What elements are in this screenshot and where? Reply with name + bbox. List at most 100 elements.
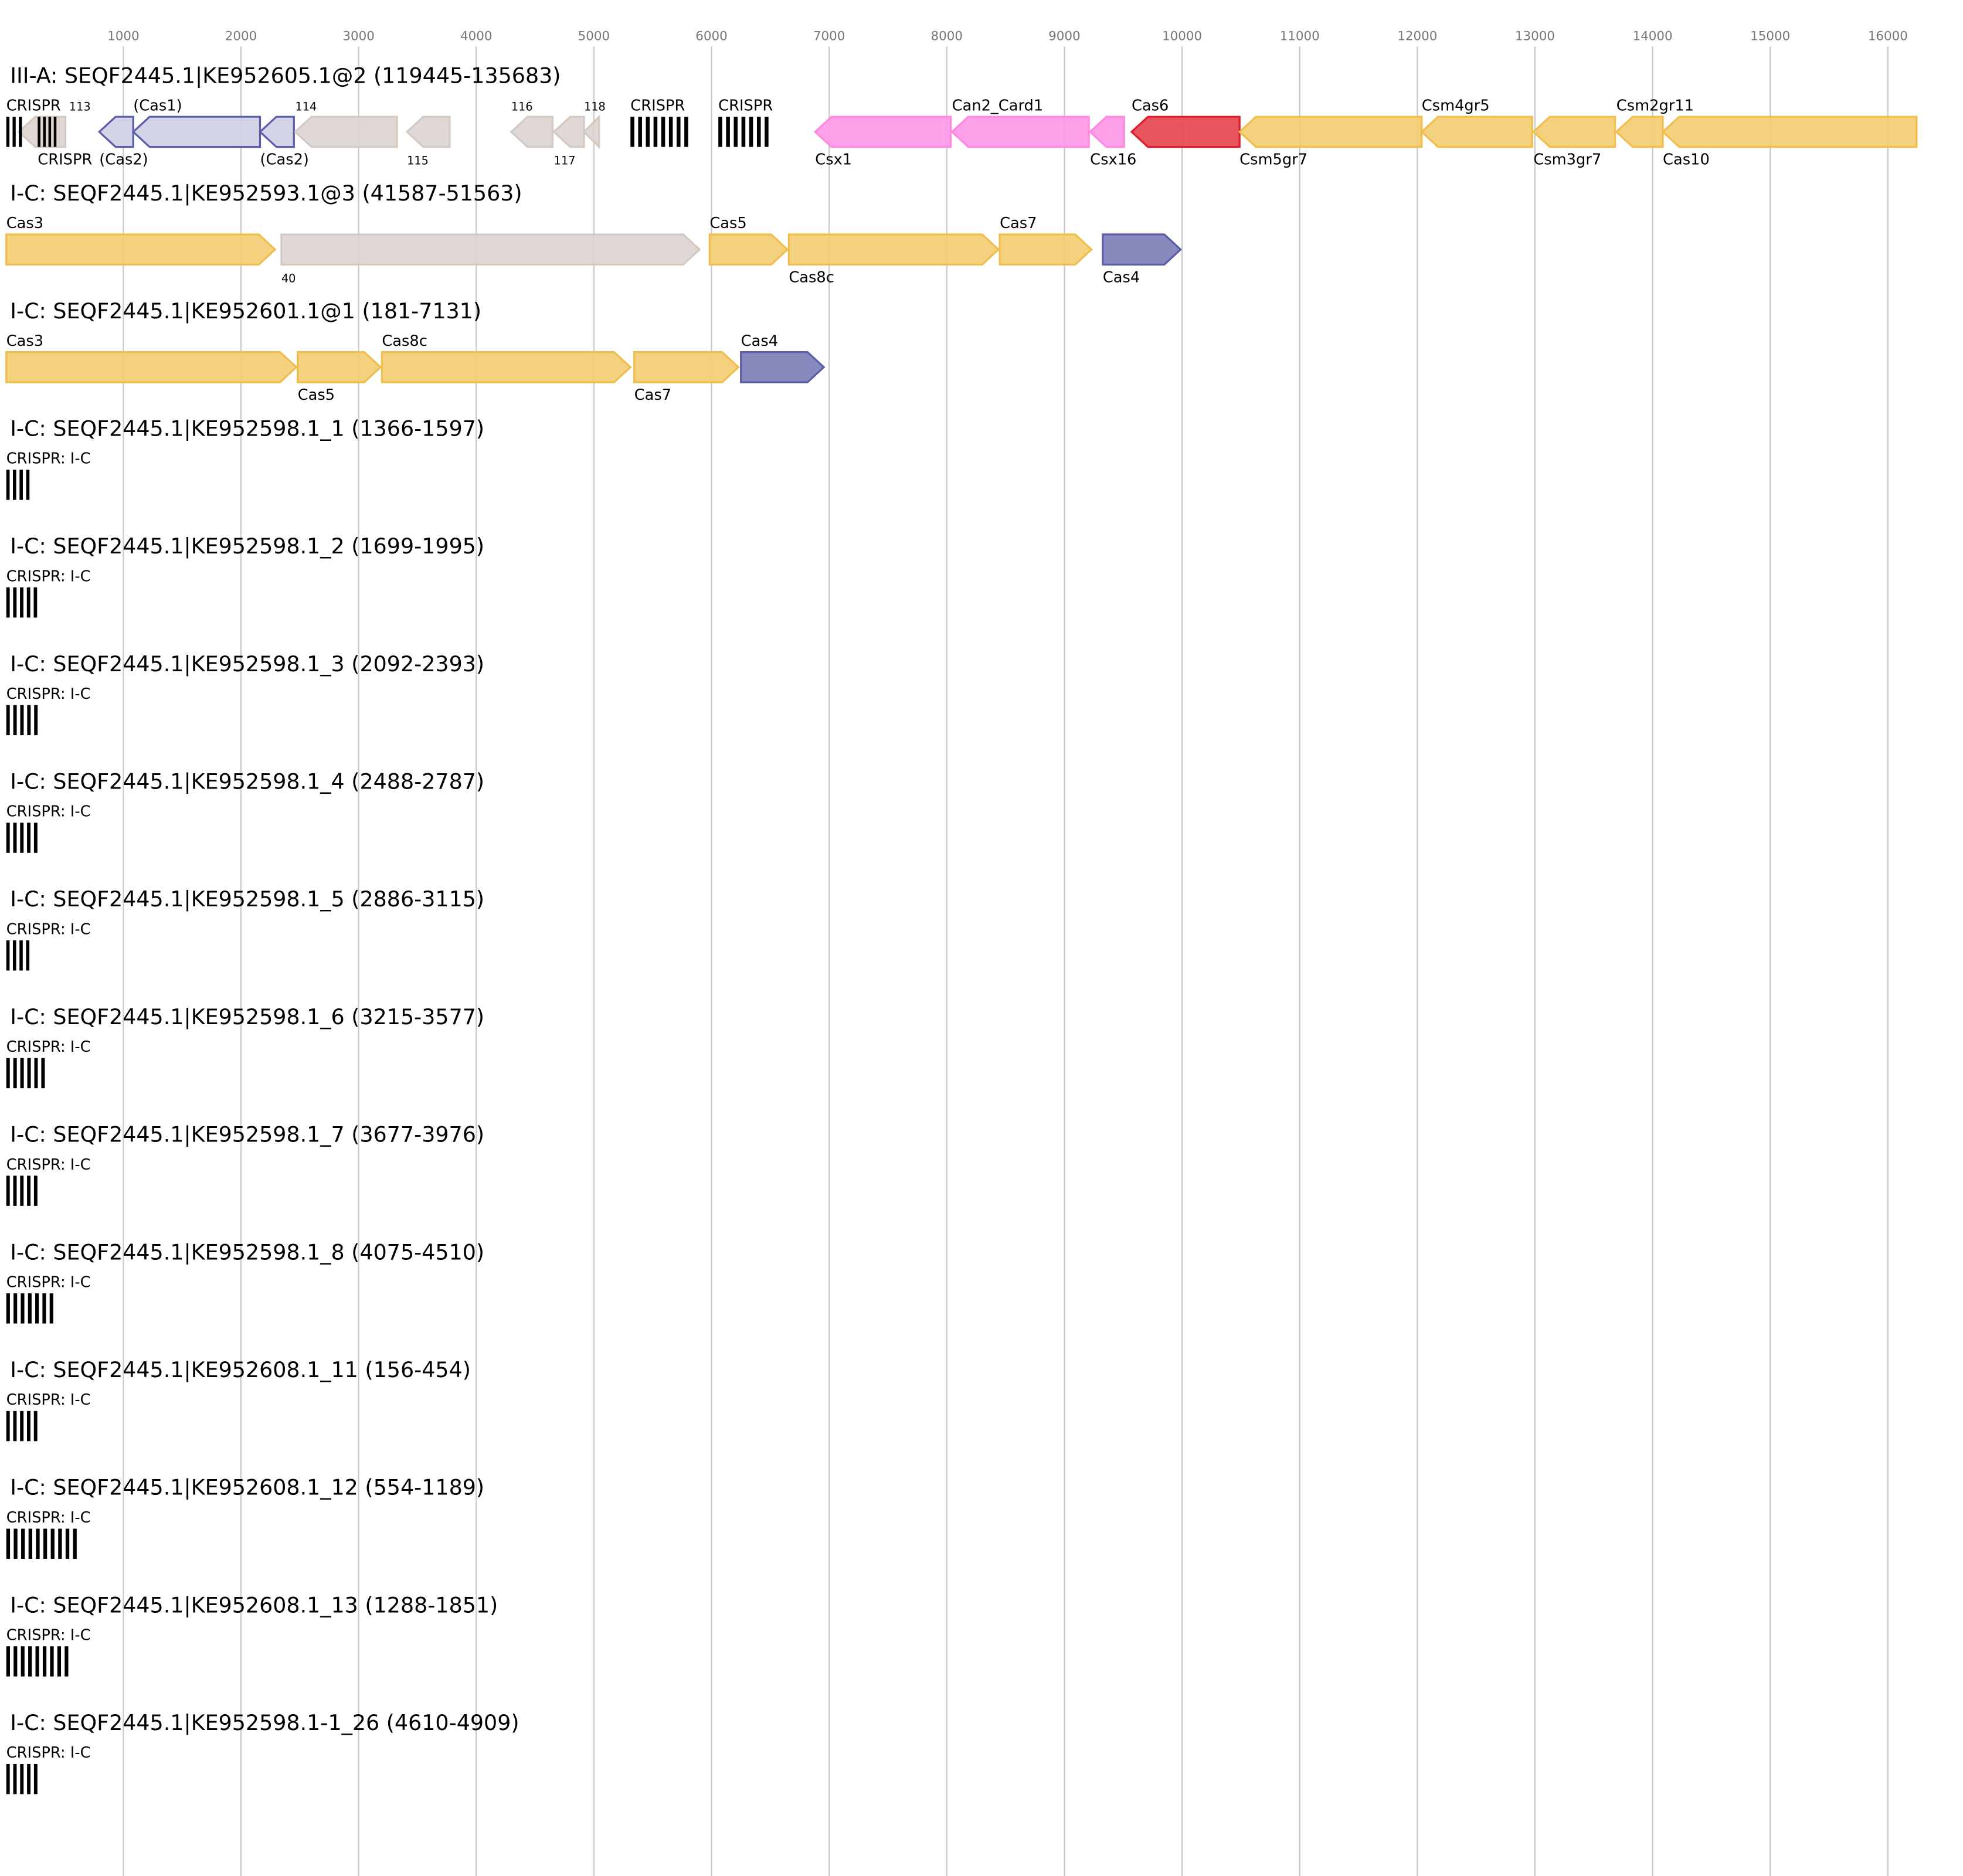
crispr-repeat xyxy=(35,1646,39,1677)
feature-label: Cas5 xyxy=(709,215,746,232)
locus: I-C: SEQF2445.1|KE952598.1_5 (2886-3115)… xyxy=(6,886,484,971)
gene-shape xyxy=(510,115,554,148)
crispr-repeat xyxy=(13,1293,18,1324)
feature-label: Cas8c xyxy=(789,269,834,286)
feature-label: Cas7 xyxy=(1000,215,1037,232)
locus: III-A: SEQF2445.1|KE952605.1@2 (119445-1… xyxy=(6,63,1918,169)
locus-title: I-C: SEQF2445.1|KE952598.1_6 (3215-3577) xyxy=(10,1004,484,1030)
crispr-repeat xyxy=(43,1528,47,1559)
feature-label: Csx16 xyxy=(1090,151,1136,169)
feature-label: Cas4 xyxy=(1103,269,1140,286)
crispr-array: CRISPR: I-C xyxy=(6,920,91,971)
crispr-repeat xyxy=(57,1646,62,1677)
feature-label: CRISPR: I-C xyxy=(6,1509,91,1527)
crispr-repeat xyxy=(33,823,38,853)
crispr-array: CRISPR: I-C xyxy=(6,567,91,618)
feature-label: CRISPR: I-C xyxy=(6,920,91,938)
locus-title: III-A: SEQF2445.1|KE952605.1@2 (119445-1… xyxy=(10,63,561,89)
crispr-repeat xyxy=(38,117,40,147)
crispr-repeat xyxy=(26,587,30,618)
feature-label: CRISPR: I-C xyxy=(6,1627,91,1644)
crispr-repeat xyxy=(6,1058,10,1089)
feature-label: Cas3 xyxy=(6,215,43,232)
crispr-repeat xyxy=(50,1646,54,1677)
crispr-repeat xyxy=(718,117,722,147)
gene-shape xyxy=(813,115,952,148)
crispr-repeat xyxy=(6,705,10,736)
crispr-repeat xyxy=(6,1175,10,1206)
feature-label: Csm5gr7 xyxy=(1239,151,1307,169)
crispr-repeat xyxy=(6,940,10,971)
crispr-repeat xyxy=(6,823,10,853)
gene-shape xyxy=(297,351,382,383)
feature-label: 117 xyxy=(554,154,576,168)
crispr-repeat xyxy=(733,117,738,147)
crispr-repeat xyxy=(668,117,673,147)
axis-tick-label: 9000 xyxy=(1048,29,1080,44)
gene-arrow: (Cas2) xyxy=(97,115,148,169)
crispr-array: CRISPR xyxy=(38,117,92,169)
gene-arrow: Csx1 xyxy=(813,115,952,169)
axis-tick-label: 12000 xyxy=(1397,29,1437,44)
gene-arrow: Csx16 xyxy=(1088,115,1136,169)
locus: I-C: SEQF2445.1|KE952608.1_13 (1288-1851… xyxy=(6,1592,498,1677)
locus: I-C: SEQF2445.1|KE952598.1_7 (3677-3976)… xyxy=(6,1122,484,1206)
gene-arrow: Csm2gr11 xyxy=(1615,97,1694,148)
gene-arrow: Cas5 xyxy=(297,351,382,404)
crispr-repeat xyxy=(28,1646,32,1677)
crispr-repeat xyxy=(6,1763,10,1795)
gene-arrow: 116 xyxy=(510,100,554,148)
gene-arrow: 117 xyxy=(552,115,585,168)
locus-title: I-C: SEQF2445.1|KE952598.1_2 (1699-1995) xyxy=(10,533,484,559)
feature-label: 118 xyxy=(584,100,606,113)
crispr-repeat xyxy=(27,823,31,853)
gene-shape xyxy=(552,115,585,148)
crispr-repeat xyxy=(21,1528,25,1559)
crispr-repeat xyxy=(6,1528,11,1559)
gene-arrow: Csm3gr7 xyxy=(1531,115,1616,169)
locus-title: I-C: SEQF2445.1|KE952598.1_5 (2886-3115) xyxy=(10,886,484,912)
crispr-repeat xyxy=(13,1528,18,1559)
crispr-repeat xyxy=(20,1175,24,1206)
crispr-array: CRISPR: I-C xyxy=(6,1391,91,1442)
gene-arrow: Cas3 xyxy=(5,332,298,383)
feature-label: (Cas2) xyxy=(99,151,148,169)
crispr-repeat xyxy=(35,1293,39,1324)
crispr-repeat xyxy=(42,1646,47,1677)
loci: III-A: SEQF2445.1|KE952605.1@2 (119445-1… xyxy=(5,63,1918,1795)
locus-title: I-C: SEQF2445.1|KE952598.1_7 (3677-3976) xyxy=(10,1122,484,1148)
axis-tick-label: 2000 xyxy=(225,29,257,44)
feature-label: Can2_Card1 xyxy=(952,97,1044,114)
feature-label: Csm2gr11 xyxy=(1616,97,1694,114)
crispr-repeat xyxy=(19,470,23,500)
gene-shape xyxy=(131,115,261,148)
crispr-repeat xyxy=(50,1528,55,1559)
crispr-array: CRISPR: I-C xyxy=(6,1509,91,1559)
crispr-array: CRISPR xyxy=(718,97,773,147)
axis-tick-label: 15000 xyxy=(1750,29,1790,44)
feature-label: CRISPR xyxy=(718,97,773,114)
feature-label: CRISPR: I-C xyxy=(6,450,91,468)
feature-label: Csm4gr5 xyxy=(1422,97,1490,114)
locus-title: I-C: SEQF2445.1|KE952593.1@3 (41587-5156… xyxy=(10,181,522,206)
crispr-repeat xyxy=(49,1293,53,1324)
locus: I-C: SEQF2445.1|KE952598.1_1 (1366-1597)… xyxy=(6,416,484,500)
feature-label: Cas4 xyxy=(741,332,778,350)
locus-title: I-C: SEQF2445.1|KE952608.1_13 (1288-1851… xyxy=(10,1592,498,1618)
feature-label: 40 xyxy=(281,271,296,285)
locus: I-C: SEQF2445.1|KE952598.1_6 (3215-3577)… xyxy=(6,1004,484,1089)
locus: I-C: SEQF2445.1|KE952593.1@3 (41587-5156… xyxy=(5,181,1183,286)
feature-label: 115 xyxy=(407,154,429,168)
crispr-array: CRISPR: I-C xyxy=(6,1038,91,1089)
feature-label: CRISPR xyxy=(630,97,685,114)
crispr-repeat xyxy=(21,1293,25,1324)
gene-shape xyxy=(999,233,1093,266)
feature-label: (Cas1) xyxy=(133,97,182,114)
axis-tick-label: 10000 xyxy=(1162,29,1202,44)
gene-arrow: Csm4gr5 xyxy=(1420,97,1533,148)
feature-label: Csm3gr7 xyxy=(1533,151,1601,169)
locus-title: I-C: SEQF2445.1|KE952598.1-1_26 (4610-49… xyxy=(10,1710,519,1736)
gene-arrow: Cas5 xyxy=(708,215,789,266)
gene-arrow: Cas7 xyxy=(633,351,740,404)
feature-label: 113 xyxy=(69,100,91,113)
